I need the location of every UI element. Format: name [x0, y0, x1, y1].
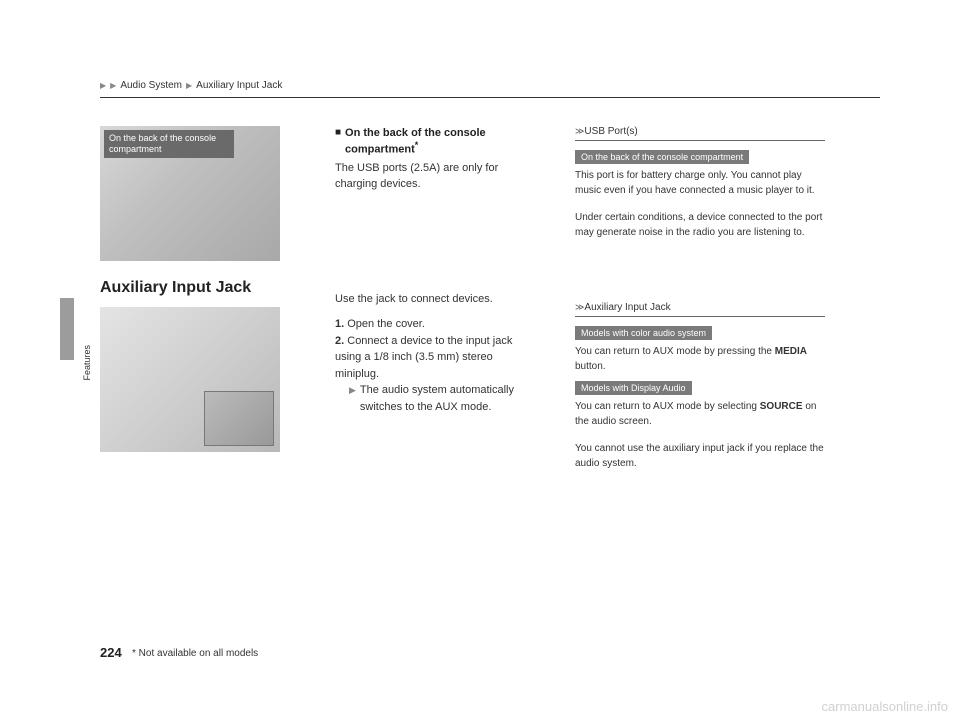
side-tab-label: Features: [82, 345, 92, 381]
tag-display-audio: Models with Display Audio: [575, 381, 692, 395]
instruction-steps: 1. Open the cover. 2. Connect a device t…: [335, 316, 535, 415]
step-text: Open the cover.: [347, 318, 425, 330]
page-number: 224: [100, 645, 122, 660]
breadcrumb-item: Audio System: [120, 80, 182, 91]
sidebar-title-usb: ≫ USB Port(s): [575, 126, 825, 137]
step-number: 2.: [335, 335, 344, 347]
step-sub-text: The audio system automatically switches …: [360, 382, 535, 415]
text-fragment: You can return to AUX mode by pressing t…: [575, 346, 775, 357]
body-usb-charging: The USB ports (2.5A) are only for chargi…: [335, 161, 535, 193]
step-1: 1. Open the cover.: [335, 316, 535, 333]
subheading-line2: compartment: [345, 144, 415, 156]
sidebar-text-aux-1: You can return to AUX mode by pressing t…: [575, 344, 825, 374]
subheading-console-back: ■ On the back of the console compartment…: [335, 126, 535, 157]
tag-color-audio: Models with color audio system: [575, 326, 712, 340]
breadcrumb-arrow-icon: ▶: [186, 81, 192, 90]
figure-console-back: On the back of the console compartment: [100, 126, 280, 261]
sidebar-text-aux-3: You cannot use the auxiliary input jack …: [575, 441, 825, 471]
asterisk-icon: *: [415, 140, 419, 150]
text-bold: SOURCE: [760, 401, 803, 412]
sidebar-text-usb-1: This port is for battery charge only. Yo…: [575, 168, 825, 198]
subheading-line1: On the back of the console: [345, 127, 486, 139]
step-2: 2. Connect a device to the input jack us…: [335, 333, 535, 383]
sidebar-title-aux: ≫ Auxiliary Input Jack: [575, 302, 825, 313]
heading-aux-input-jack: Auxiliary Input Jack: [100, 279, 295, 297]
text-fragment: You can return to AUX mode by selecting: [575, 401, 760, 412]
figure-inset: [204, 391, 274, 446]
double-arrow-icon: ≫: [575, 126, 582, 137]
text-bold: MEDIA: [775, 346, 807, 357]
figure-overlay-label: On the back of the console compartment: [104, 130, 234, 158]
sidebar-text-usb-2: Under certain conditions, a device conne…: [575, 210, 825, 240]
breadcrumb-item: Auxiliary Input Jack: [196, 80, 282, 91]
step-text: Connect a device to the input jack using…: [335, 335, 512, 380]
sidebar-text-aux-2: You can return to AUX mode by selecting …: [575, 399, 825, 429]
square-bullet-icon: ■: [335, 126, 341, 157]
sidebar-title-text: USB Port(s): [584, 126, 637, 137]
sub-bullet-icon: ▶: [349, 384, 356, 415]
step-2-sub: ▶ The audio system automatically switche…: [335, 382, 535, 415]
sidebar-title-text: Auxiliary Input Jack: [584, 302, 670, 313]
watermark: carmanualsonline.info: [822, 699, 948, 714]
step-number: 1.: [335, 318, 344, 330]
figure-aux-jack: [100, 307, 280, 452]
text-fragment: button.: [575, 361, 606, 372]
side-tab-marker: [60, 298, 74, 360]
breadcrumb: ▶ ▶ Audio System ▶ Auxiliary Input Jack: [100, 80, 880, 91]
breadcrumb-arrow-icon: ▶: [110, 81, 116, 90]
sidebar-divider: [575, 140, 825, 141]
body-aux-intro: Use the jack to connect devices.: [335, 292, 535, 308]
header-divider: [100, 97, 880, 98]
sidebar-divider: [575, 316, 825, 317]
footnote: * Not available on all models: [132, 648, 258, 659]
tag-console-back: On the back of the console compartment: [575, 150, 749, 164]
breadcrumb-arrow-icon: ▶: [100, 81, 106, 90]
double-arrow-icon: ≫: [575, 302, 582, 313]
